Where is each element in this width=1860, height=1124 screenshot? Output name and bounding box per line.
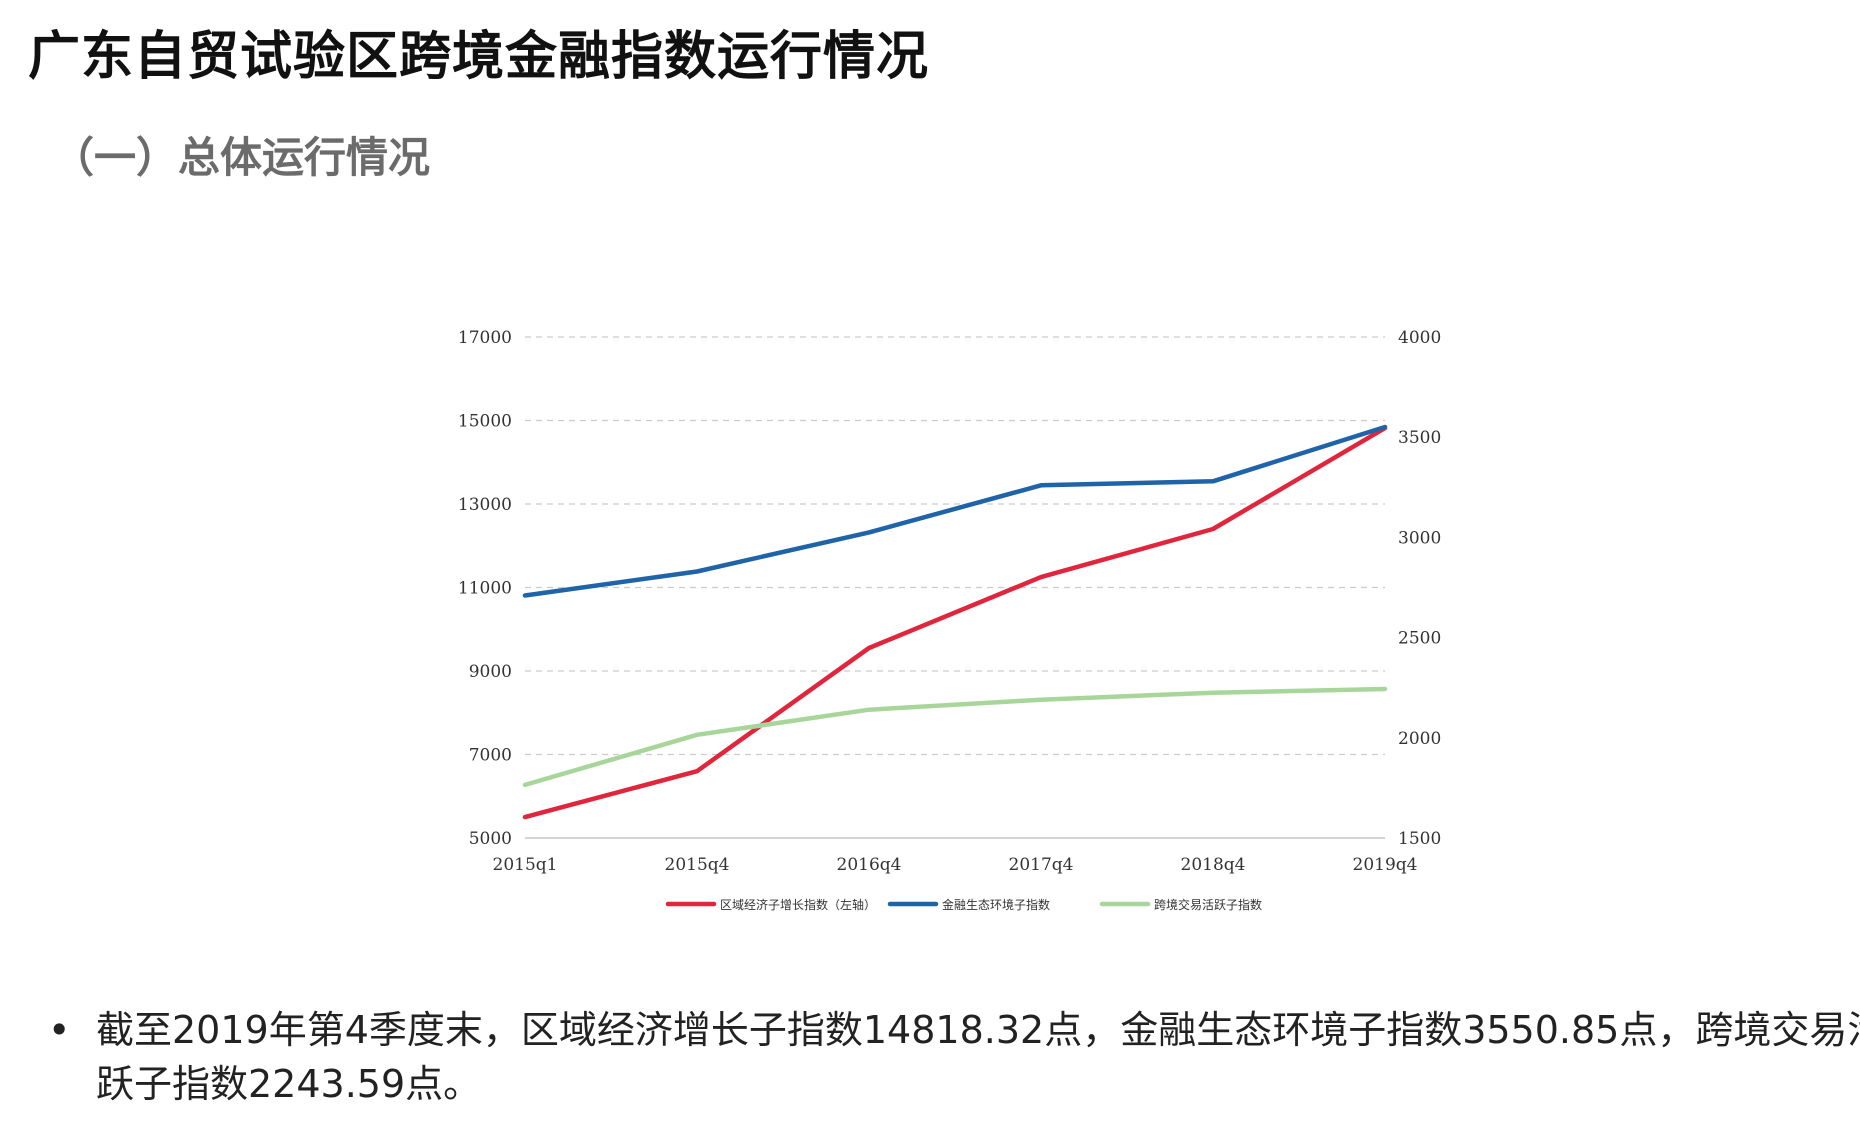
legend-label: 区域经济子增长指数（左轴）: [720, 897, 876, 912]
series-line-2: [522, 424, 1388, 598]
y-right-tick-label: 2500: [1398, 629, 1441, 649]
summary-text: 截至2019年第4季度末，区域经济增长子指数14818.32点，金融生态环境子指…: [96, 1008, 1860, 1106]
series-line-3: [522, 686, 1388, 788]
y-right-tick-label: 2000: [1398, 729, 1441, 749]
y-left-tick-label: 13000: [458, 495, 512, 515]
x-tick-label: 2017q4: [1009, 855, 1074, 875]
y-right-tick-label: 4000: [1398, 328, 1441, 348]
page-title: 广东自贸试验区跨境金融指数运行情况: [28, 27, 930, 87]
legend-label: 跨境交易活跃子指数: [1154, 897, 1262, 912]
y-left-tick-label: 11000: [458, 579, 512, 599]
bullet-icon: •: [48, 1008, 71, 1052]
x-tick-label: 2015q4: [665, 855, 730, 875]
x-tick-label: 2019q4: [1353, 855, 1418, 875]
y-left-tick-label: 15000: [458, 412, 512, 432]
y-right-tick-label: 3000: [1398, 528, 1441, 548]
series-line-1: [522, 425, 1388, 820]
x-tick-label: 2015q1: [493, 855, 558, 875]
section-subtitle: （一）总体运行情况: [52, 133, 431, 182]
y-right-tick-label: 3500: [1398, 428, 1441, 448]
y-left-tick-label: 5000: [469, 829, 512, 849]
y-left-tick-label: 9000: [469, 662, 512, 682]
y-right-tick-label: 1500: [1398, 829, 1441, 849]
y-left-tick-label: 17000: [458, 328, 512, 348]
legend-label: 金融生态环境子指数: [942, 897, 1050, 912]
y-left-tick-label: 7000: [469, 746, 512, 766]
x-tick-label: 2016q4: [837, 855, 902, 875]
x-tick-label: 2018q4: [1181, 855, 1246, 875]
